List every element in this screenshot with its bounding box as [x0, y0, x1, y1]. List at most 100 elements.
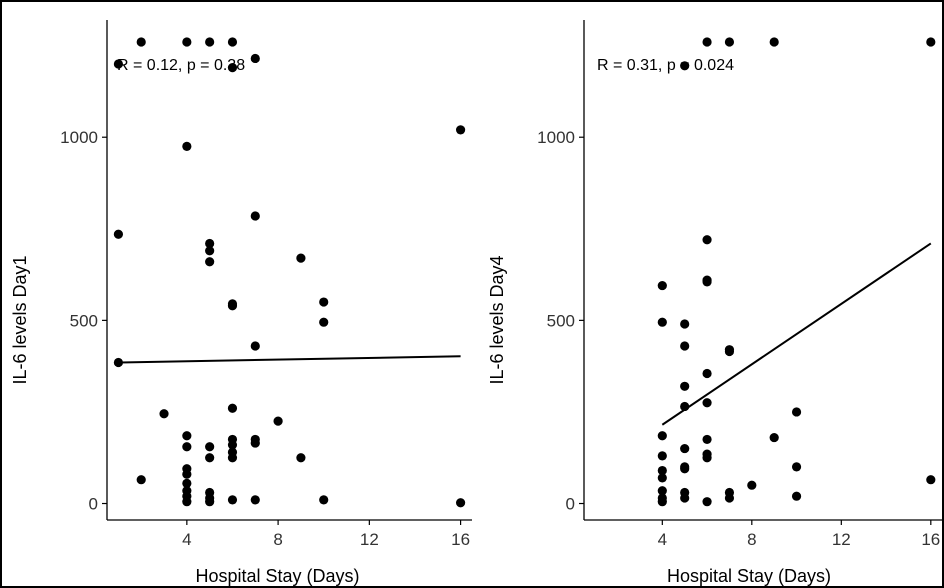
data-point: [182, 469, 192, 479]
data-point: [250, 495, 260, 505]
y-tick-label: 500: [70, 311, 98, 330]
x-tick-label: 4: [658, 530, 667, 549]
data-point: [205, 37, 215, 47]
data-point: [702, 37, 712, 47]
data-point: [227, 63, 238, 73]
data-point: [296, 453, 306, 463]
data-point: [227, 440, 238, 450]
data-point: [791, 462, 802, 472]
x-tick-label: 4: [182, 530, 191, 549]
data-point: [319, 297, 329, 307]
data-point: [113, 59, 124, 69]
data-point: [182, 478, 192, 488]
data-point: [702, 434, 712, 445]
x-axis-label: Hospital Stay (Days): [195, 566, 359, 586]
data-point: [680, 443, 690, 454]
y-tick-label: 1000: [60, 128, 98, 147]
data-point: [657, 473, 667, 483]
data-point: [702, 497, 712, 507]
data-point: [136, 475, 146, 485]
data-point: [657, 280, 667, 291]
data-point: [159, 409, 169, 419]
data-point: [205, 238, 215, 249]
data-point: [455, 125, 466, 135]
y-tick-label: 0: [566, 495, 575, 514]
data-point: [205, 497, 215, 507]
data-point: [747, 480, 757, 490]
x-axis-label: Hospital Stay (Days): [667, 566, 831, 586]
data-point: [791, 407, 802, 417]
data-point: [296, 253, 306, 263]
data-point: [455, 498, 466, 508]
data-point: [205, 453, 215, 463]
data-point: [250, 341, 260, 351]
regression-line: [661, 242, 932, 426]
data-point: [319, 495, 329, 505]
data-point: [680, 401, 690, 412]
data-point: [250, 53, 260, 64]
x-tick-label: 12: [360, 530, 379, 549]
data-point: [113, 229, 124, 239]
data-point: [319, 317, 329, 327]
data-point: [182, 37, 192, 47]
x-tick-label: 16: [451, 530, 470, 549]
data-point: [702, 453, 712, 463]
data-point: [702, 398, 712, 408]
data-point: [250, 438, 260, 448]
data-point: [657, 317, 667, 327]
data-point: [791, 491, 802, 501]
data-point: [702, 235, 712, 245]
data-point: [926, 37, 936, 47]
x-tick-label: 8: [273, 530, 282, 549]
data-point: [724, 493, 735, 503]
data-point: [227, 301, 238, 311]
data-point: [182, 141, 192, 151]
data-point: [250, 211, 260, 221]
data-point: [680, 341, 690, 351]
x-tick-label: 8: [747, 530, 756, 549]
panel-day1: 4 8 12 16 0 500 1000 Hospital Stay (Days) IL-6 l…: [10, 20, 472, 586]
data-point: [182, 431, 192, 441]
data-point: [657, 451, 667, 461]
y-tick-label: 500: [547, 311, 575, 330]
x-tick-label: 12: [832, 530, 851, 549]
data-point: [724, 37, 735, 47]
data-point: [680, 319, 690, 329]
data-point: [657, 431, 667, 441]
data-point: [680, 381, 690, 391]
data-point: [205, 257, 215, 267]
data-point: [227, 403, 238, 413]
panel-day4: 4 8 12 16 0 500 1000 Hospital Stay (Days) IL-6 l…: [487, 20, 942, 586]
data-point: [724, 346, 735, 357]
y-axis-label: IL-6 levels Day4: [487, 255, 507, 384]
data-point: [227, 453, 238, 463]
data-point: [227, 37, 238, 47]
correlation-annotation: R = 0.31, p = 0.024: [597, 57, 734, 74]
data-point: [926, 475, 936, 485]
data-point: [113, 357, 124, 368]
data-point: [680, 464, 690, 474]
data-point: [680, 493, 690, 503]
data-point: [205, 442, 215, 452]
y-tick-label: 1000: [537, 128, 575, 147]
data-point: [702, 368, 712, 379]
data-point: [657, 465, 667, 476]
data-point: [680, 61, 690, 71]
data-point: [182, 442, 192, 452]
data-point: [769, 432, 779, 443]
x-tick-label: 16: [921, 530, 940, 549]
y-axis-label: IL-6 levels Day1: [10, 255, 30, 384]
regression-line: [118, 355, 461, 364]
data-point: [136, 37, 146, 47]
data-point: [205, 246, 215, 256]
data-point: [273, 416, 283, 426]
data-point: [657, 486, 667, 496]
data-point: [657, 497, 667, 507]
correlation-annotation: R = 0.12, p = 0.38: [117, 57, 245, 74]
data-point: [769, 37, 779, 47]
data-point: [702, 277, 712, 287]
data-point: [227, 495, 238, 505]
y-tick-label: 0: [89, 495, 98, 514]
